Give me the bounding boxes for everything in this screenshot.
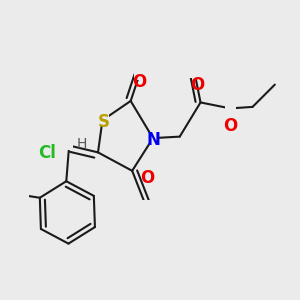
Text: H: H: [76, 137, 87, 151]
Bar: [12, 189, 29, 201]
Text: O: O: [190, 76, 205, 94]
Text: Cl: Cl: [38, 144, 56, 162]
Text: O: O: [223, 117, 237, 135]
Bar: [65, 141, 73, 150]
Text: O: O: [133, 73, 147, 91]
Text: O: O: [140, 169, 154, 187]
Bar: [225, 103, 236, 114]
Bar: [96, 114, 109, 126]
Bar: [134, 69, 145, 80]
Bar: [189, 68, 200, 78]
Bar: [147, 133, 159, 143]
Text: N: N: [146, 130, 160, 148]
Bar: [140, 200, 151, 210]
Text: S: S: [98, 113, 110, 131]
